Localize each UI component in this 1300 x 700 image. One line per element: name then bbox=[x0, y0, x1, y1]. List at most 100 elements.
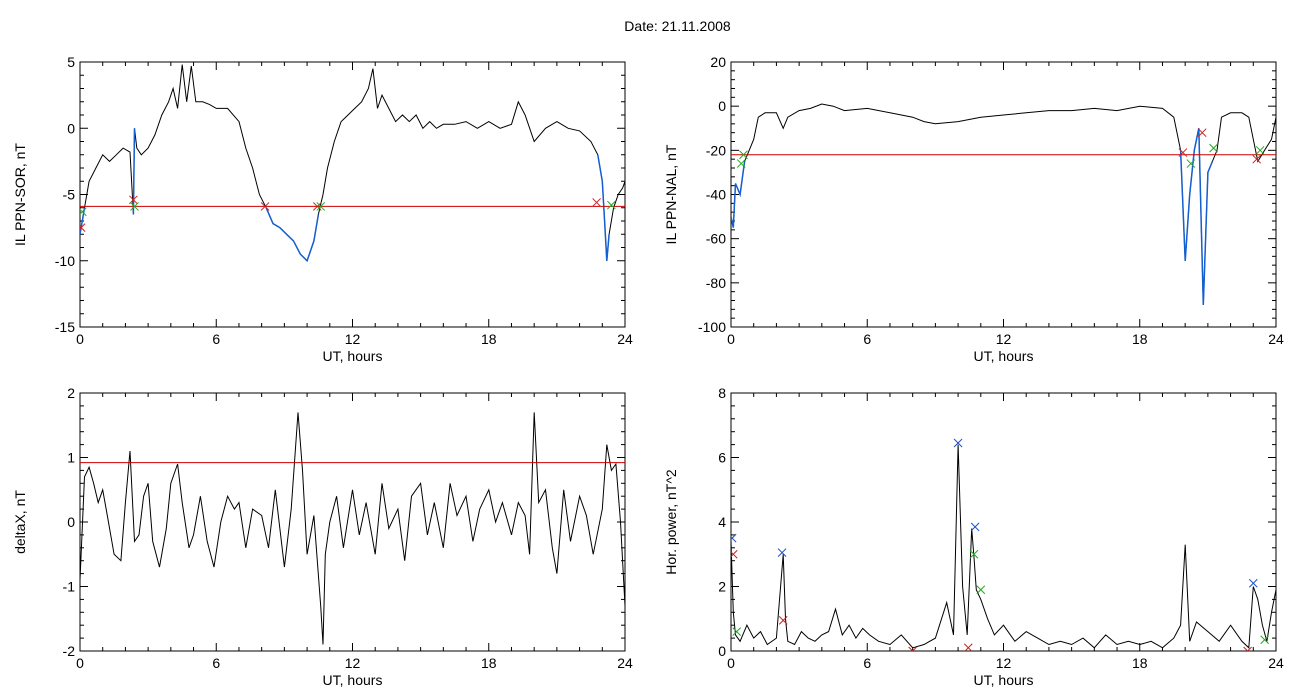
y-axis-label: Hor. power, nT^2 bbox=[663, 469, 679, 575]
plot-frame bbox=[79, 392, 626, 652]
series-line bbox=[80, 412, 625, 645]
y-tick-label: 2 bbox=[67, 385, 75, 401]
plot-area bbox=[731, 438, 1276, 651]
marker-red bbox=[260, 202, 270, 211]
y-tick-label: -5 bbox=[63, 187, 76, 203]
x-tick-label: 6 bbox=[863, 331, 871, 347]
x-tick-label: 12 bbox=[996, 655, 1012, 671]
x-tick-label: 18 bbox=[481, 655, 497, 671]
x-tick-label: 0 bbox=[727, 331, 735, 347]
marker-blue bbox=[777, 548, 787, 557]
x-tick-label: 18 bbox=[481, 331, 497, 347]
y-tick-label: -1 bbox=[63, 579, 76, 595]
marker-red bbox=[908, 646, 918, 651]
marker-red bbox=[1197, 128, 1207, 138]
series-line bbox=[80, 64, 625, 262]
marker-red bbox=[963, 643, 973, 651]
x-axis-label: UT, hours bbox=[323, 348, 383, 364]
chart-ppn-sor: 0 6 12 18 24 -15 -10 -5 0 5 UT, hours IL PPN-SOR, n… bbox=[12, 54, 633, 364]
marker-red bbox=[1178, 148, 1188, 157]
y-tick-label: 0 bbox=[67, 514, 75, 530]
marker-blue bbox=[1248, 578, 1258, 588]
x-axis-label: UT, hours bbox=[974, 348, 1034, 364]
plot-frame bbox=[730, 61, 1277, 328]
marker-green bbox=[1186, 159, 1196, 168]
highlight-segment bbox=[132, 128, 136, 215]
marker-green bbox=[316, 202, 326, 211]
marker-green bbox=[732, 627, 742, 637]
x-axis-label: UT, hours bbox=[974, 672, 1034, 688]
x-tick-label: 12 bbox=[345, 331, 361, 347]
marker-green bbox=[969, 549, 979, 559]
x-tick-label: 18 bbox=[1132, 655, 1148, 671]
y-tick-label: -100 bbox=[698, 319, 726, 335]
y-tick-label: 8 bbox=[718, 385, 726, 401]
y-tick-label: -80 bbox=[706, 275, 726, 291]
x-tick-label: 12 bbox=[345, 655, 361, 671]
y-axis-label: IL PPN-NAL, nT bbox=[663, 144, 679, 244]
x-tick-label: 24 bbox=[1268, 655, 1284, 671]
x-axis-label: UT, hours bbox=[323, 672, 383, 688]
x-tick-label: 24 bbox=[617, 655, 633, 671]
page-title: Date: 21.11.2008 bbox=[624, 18, 731, 34]
x-tick-label: 0 bbox=[76, 655, 84, 671]
y-tick-label: 4 bbox=[718, 514, 726, 530]
y-tick-label: -60 bbox=[706, 231, 726, 247]
plot-area bbox=[80, 64, 625, 263]
x-tick-label: 6 bbox=[212, 331, 220, 347]
marker-green bbox=[80, 207, 87, 217]
plot-area bbox=[80, 412, 625, 645]
x-tick-label: 0 bbox=[76, 331, 84, 347]
marker-blue bbox=[970, 522, 980, 532]
marker-green bbox=[607, 200, 616, 210]
highlight-segment bbox=[265, 207, 320, 263]
marker-green bbox=[1255, 145, 1265, 155]
marker-blue bbox=[953, 438, 963, 448]
x-tick-label: 24 bbox=[617, 331, 633, 347]
y-tick-label: -40 bbox=[706, 187, 726, 203]
marker-green bbox=[736, 159, 746, 168]
x-tick-label: 0 bbox=[727, 655, 735, 671]
y-tick-label: 0 bbox=[67, 120, 75, 136]
highlight-segment bbox=[597, 154, 610, 261]
plot-frame bbox=[730, 392, 1277, 652]
x-tick-label: 6 bbox=[863, 655, 871, 671]
plot-frame bbox=[79, 61, 626, 328]
y-tick-label: 0 bbox=[718, 643, 726, 659]
series-line bbox=[731, 103, 1276, 305]
marker-red bbox=[312, 202, 322, 211]
marker-red bbox=[1252, 154, 1262, 164]
x-tick-label: 24 bbox=[1268, 331, 1284, 347]
y-tick-label: -10 bbox=[55, 253, 75, 269]
marker-red bbox=[731, 549, 738, 559]
y-tick-label: -20 bbox=[706, 142, 726, 158]
marker-red bbox=[778, 616, 788, 625]
y-tick-label: -15 bbox=[55, 319, 75, 335]
y-tick-label: 20 bbox=[710, 54, 726, 70]
marker-green bbox=[1260, 635, 1269, 645]
x-tick-label: 6 bbox=[212, 655, 220, 671]
marker-green bbox=[130, 202, 139, 211]
series-line bbox=[731, 444, 1276, 649]
chart-ppn-nal: 0 6 12 18 24 -100 -80 -60 -40 -20 0 20 UT, hours IL P… bbox=[663, 54, 1284, 364]
marker-red bbox=[592, 198, 601, 207]
y-tick-label: 5 bbox=[67, 54, 75, 70]
marker-green bbox=[1209, 143, 1218, 153]
highlight-segment bbox=[1179, 128, 1214, 305]
x-tick-label: 12 bbox=[996, 331, 1012, 347]
marker-red bbox=[80, 223, 86, 232]
y-tick-label: 0 bbox=[718, 98, 726, 114]
x-tick-label: 18 bbox=[1132, 331, 1148, 347]
highlight-segment bbox=[80, 207, 86, 235]
marker-blue bbox=[731, 533, 737, 543]
y-axis-label: IL PPN-SOR, nT bbox=[12, 143, 28, 246]
y-tick-label: 6 bbox=[718, 450, 726, 466]
marker-green bbox=[739, 150, 748, 160]
y-tick-label: -2 bbox=[63, 643, 76, 659]
y-tick-label: 1 bbox=[67, 450, 75, 466]
y-tick-label: 2 bbox=[718, 579, 726, 595]
y-axis-label: deltaX, nT bbox=[12, 490, 28, 554]
